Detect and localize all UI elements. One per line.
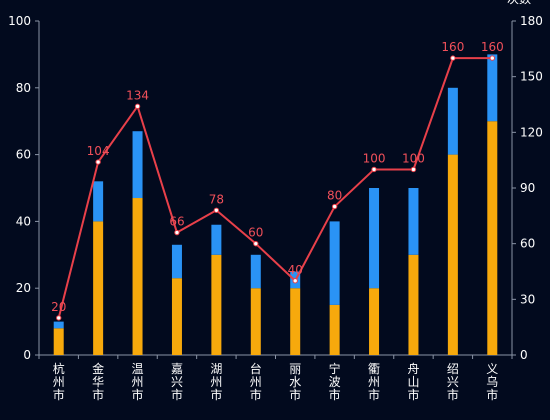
bar-segment-lower bbox=[447, 154, 458, 355]
right-tick-label: 180 bbox=[520, 14, 543, 28]
line-data-label: 100 bbox=[402, 151, 425, 165]
line-data-label: 66 bbox=[169, 215, 184, 229]
category-label: 杭州市 bbox=[53, 361, 65, 402]
left-tick-label: 60 bbox=[16, 148, 31, 162]
category-label: 嘉兴市 bbox=[171, 362, 183, 402]
bar-segment-upper bbox=[487, 54, 498, 122]
left-tick-label: 20 bbox=[16, 281, 31, 295]
bar-segment-lower bbox=[93, 221, 104, 355]
bar-segment-lower bbox=[171, 278, 182, 355]
right-tick-label: 120 bbox=[520, 125, 543, 139]
line-data-label: 160 bbox=[481, 40, 504, 54]
line-point bbox=[331, 203, 338, 210]
left-tick-label: 0 bbox=[23, 348, 31, 362]
right-tick-label: 90 bbox=[520, 181, 535, 195]
line-point bbox=[371, 166, 377, 173]
bar-segment-lower bbox=[487, 121, 498, 355]
line-point bbox=[292, 278, 298, 284]
line-point bbox=[253, 240, 259, 247]
bars bbox=[53, 54, 498, 355]
left-tick-label: 80 bbox=[16, 81, 31, 95]
line-data-label: 40 bbox=[288, 263, 303, 277]
category-label: 湖州市 bbox=[210, 361, 222, 402]
line-data-label: 100 bbox=[363, 151, 386, 165]
bar-segment-upper bbox=[329, 221, 340, 305]
left-tick-label: 40 bbox=[16, 214, 31, 228]
category-label: 台州市 bbox=[250, 361, 262, 402]
bar-segment-lower bbox=[408, 254, 419, 355]
line-data-label: 60 bbox=[248, 226, 263, 240]
right-tick-label: 0 bbox=[520, 348, 528, 362]
bar-segment-lower bbox=[250, 288, 261, 355]
category-label: 舟山市 bbox=[407, 362, 419, 402]
bar-segment-upper bbox=[408, 188, 419, 255]
bar-segment-upper bbox=[171, 244, 182, 279]
line-data-label: 20 bbox=[51, 300, 66, 314]
axes: 0 20 40 60 80 100 0 30 60 90 120 150 180 杭州市 金华市 温州市 嘉兴市… bbox=[8, 14, 543, 402]
bar-segment-lower bbox=[132, 198, 143, 355]
line-data-label: 134 bbox=[126, 88, 149, 102]
right-axis-title: 次数 bbox=[507, 0, 531, 6]
category-label: 义乌市 bbox=[486, 362, 498, 402]
category-label: 金华市 bbox=[92, 361, 104, 402]
bar-segment-upper bbox=[211, 224, 222, 255]
bar-segment-upper bbox=[53, 321, 64, 329]
bar-segment-lower bbox=[211, 254, 222, 355]
right-tick-label: 30 bbox=[520, 292, 535, 306]
bar-segment-upper bbox=[447, 87, 458, 155]
line-path bbox=[57, 57, 493, 319]
line-data-label: 104 bbox=[87, 144, 110, 158]
line-point bbox=[489, 55, 495, 61]
bar-segment-lower bbox=[329, 304, 340, 355]
left-tick-label: 100 bbox=[8, 14, 31, 28]
right-tick-label: 150 bbox=[520, 70, 543, 84]
bar-segment-upper bbox=[369, 188, 380, 289]
line-data-label: 80 bbox=[327, 189, 342, 203]
category-label: 温州市 bbox=[132, 362, 144, 402]
line-point bbox=[174, 229, 180, 236]
line-series bbox=[56, 55, 495, 321]
line-data-label: 78 bbox=[209, 192, 224, 206]
line-point bbox=[56, 315, 62, 321]
bar-segment-lower bbox=[369, 288, 380, 355]
category-label: 丽水市 bbox=[289, 362, 301, 402]
bar-segment-lower bbox=[53, 328, 64, 355]
bar-segment-lower bbox=[290, 288, 301, 355]
line-point bbox=[213, 207, 220, 213]
line-point bbox=[450, 55, 456, 61]
bar-segment-upper bbox=[93, 181, 104, 222]
right-tick-label: 60 bbox=[520, 237, 535, 251]
bar-segment-upper bbox=[132, 131, 143, 199]
line-data-label: 160 bbox=[441, 40, 464, 54]
category-label: 衢州市 bbox=[368, 362, 380, 402]
category-label: 绍兴市 bbox=[447, 362, 459, 402]
bar-segment-upper bbox=[250, 254, 261, 289]
line-point bbox=[95, 159, 101, 165]
line-point bbox=[134, 103, 141, 110]
line-point bbox=[410, 166, 417, 173]
data-labels: 20 104 134 66 78 60 40 80 100 100 160 160 bbox=[51, 40, 504, 314]
category-label: 宁波市 bbox=[329, 361, 341, 402]
